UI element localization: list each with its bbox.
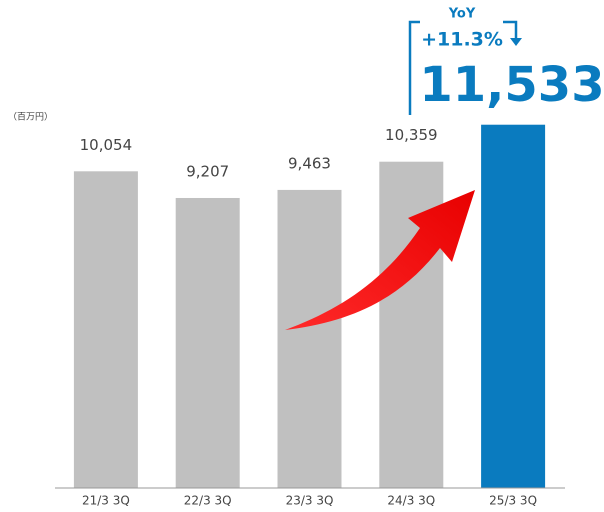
growth-arrow: [285, 190, 475, 330]
value-label: 10,054: [80, 136, 133, 154]
value-label: 10,359: [385, 126, 438, 144]
value-label: 9,463: [288, 154, 331, 172]
unit-label: （百万円）: [8, 112, 53, 123]
yoy-value: +11.3%: [421, 29, 503, 51]
bracket-right: [503, 20, 518, 40]
x-tick-label: 24/3 3Q: [387, 494, 435, 508]
bar: [73, 171, 138, 488]
bracket-arrowhead: [510, 38, 522, 46]
x-tick-label: 25/3 3Q: [489, 494, 537, 508]
x-tick-label: 21/3 3Q: [82, 494, 130, 508]
x-tick-label: 22/3 3Q: [184, 494, 232, 508]
yoy-label: YoY: [448, 7, 476, 22]
plot: [73, 124, 546, 489]
bracket-left: [408, 20, 420, 115]
value-label: 9,207: [186, 162, 229, 180]
bar: [277, 189, 342, 488]
x-tick-label: 23/3 3Q: [286, 494, 334, 508]
bar: [481, 124, 546, 488]
bar: [175, 197, 240, 489]
value-label-highlight: 11,533: [419, 57, 604, 113]
